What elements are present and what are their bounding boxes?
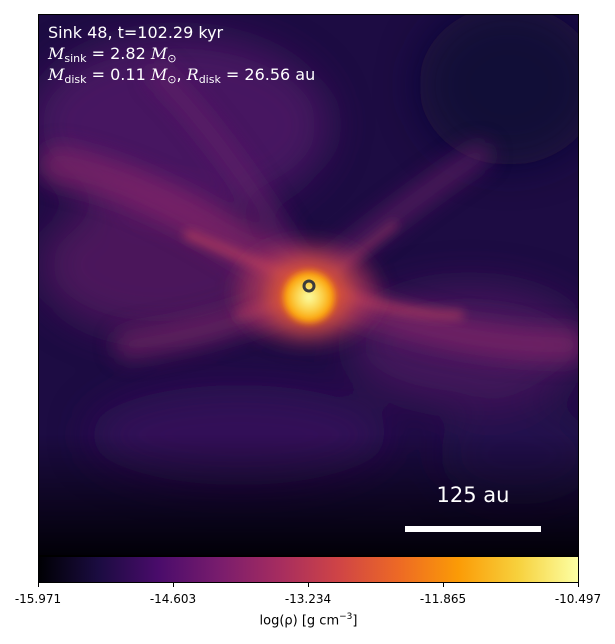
colorbar-tick-label: -15.971	[14, 592, 62, 606]
density-map	[39, 15, 578, 555]
colorbar-tick-label: -11.865	[419, 592, 467, 606]
colorbar-tick-label: -14.603	[149, 592, 197, 606]
sink-title: Sink 48, t=102.29 kyr	[48, 23, 224, 42]
colorbar-tick-label: -13.234	[284, 592, 332, 606]
colorbar-tick	[38, 583, 39, 587]
colorbar-label: log(ρ) [g cm−3]	[259, 612, 358, 629]
colorbar	[38, 556, 579, 583]
disk-line: Mdisk = 0.11 M⊙, Rdisk = 26.56 au	[48, 65, 316, 86]
scale-bar-label: 125 au	[436, 483, 510, 507]
scale-bar	[405, 526, 541, 532]
density-projection-panel: Sink 48, t=102.29 kyr Msink = 2.82 M⊙ Md…	[38, 14, 579, 556]
colorbar-tick	[443, 583, 444, 587]
sink-marker	[302, 279, 316, 293]
colorbar-tick	[578, 583, 579, 587]
colorbar-tick-label: -10.497	[554, 592, 602, 606]
colorbar-tick	[308, 583, 309, 587]
sink-mass-line: Msink = 2.82 M⊙	[48, 44, 177, 65]
colorbar-tick	[173, 583, 174, 587]
